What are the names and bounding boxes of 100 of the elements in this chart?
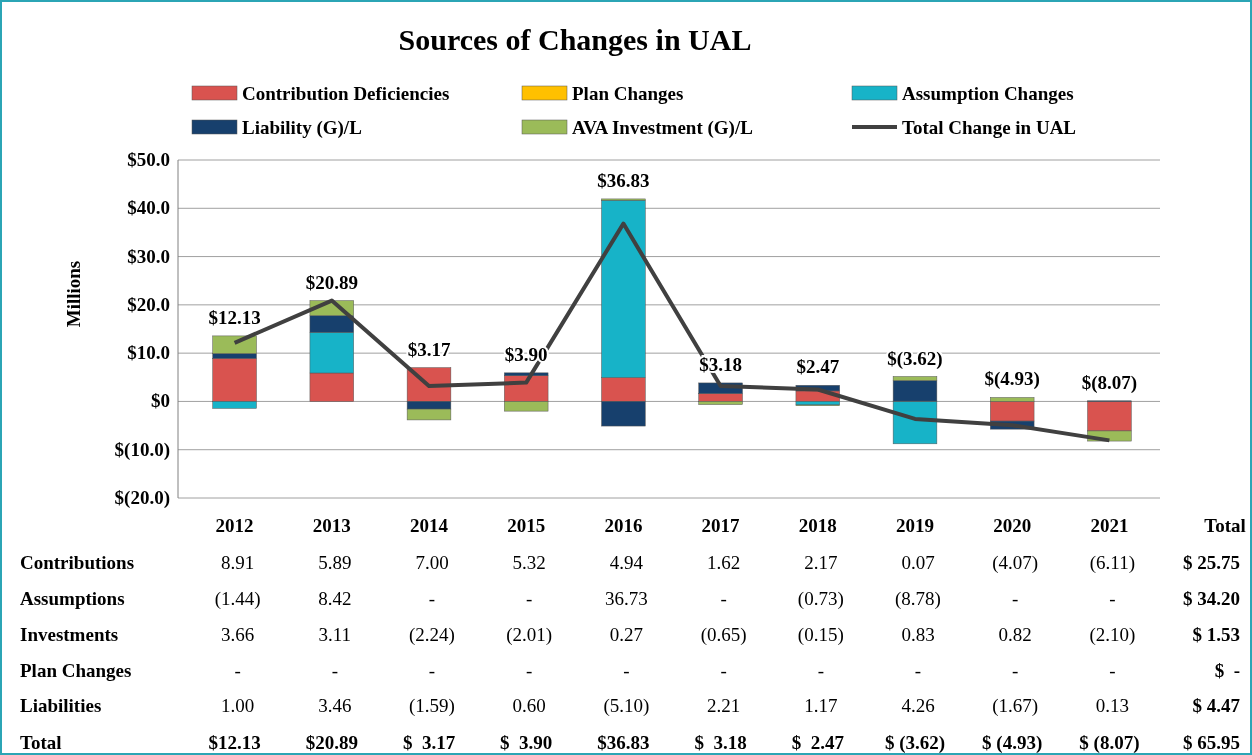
x-tick-label: 2017 xyxy=(701,515,741,536)
data-label: $(3.62) xyxy=(887,347,943,370)
text: $ (8.07) xyxy=(1079,732,1140,754)
text: $ 3.90 xyxy=(500,732,553,753)
text: 0.27 xyxy=(609,624,644,645)
y-tick-label: $10.0 xyxy=(127,342,170,364)
text: Contributions xyxy=(20,552,135,573)
text: (2.01) xyxy=(506,624,553,646)
text: 8.42 xyxy=(318,588,352,609)
text: $12.13 xyxy=(208,732,261,753)
text: Total xyxy=(1204,515,1246,536)
y-tick-label: $0 xyxy=(151,390,170,412)
text: (0.73) xyxy=(797,588,844,610)
text: 1.00 xyxy=(220,695,255,716)
text: 4.26 xyxy=(901,695,935,716)
text: (8.78) xyxy=(895,588,941,610)
legend-label: AVA Investment (G)/L xyxy=(572,117,753,139)
text: $ 25.75 xyxy=(1183,552,1240,573)
text: - xyxy=(428,588,436,609)
text: Plan Changes xyxy=(20,660,132,681)
text: $ 65.95 xyxy=(1183,732,1240,753)
text: 5.32 xyxy=(512,552,546,573)
text: 8.91 xyxy=(220,552,255,573)
text: Assumptions xyxy=(20,588,125,609)
text: (1.44) xyxy=(214,588,261,610)
text: Total xyxy=(20,732,62,753)
text: - xyxy=(1012,660,1019,681)
text: $ 3.18 xyxy=(694,732,747,753)
text: 36.73 xyxy=(605,588,648,609)
text: (4.07) xyxy=(992,552,1039,574)
text: Liabilities xyxy=(20,695,102,716)
text: - xyxy=(428,660,436,681)
text: 1.17 xyxy=(804,695,838,716)
text: $ 4.47 xyxy=(1192,695,1241,716)
x-tick-label: 2018 xyxy=(798,515,837,536)
text: 7.00 xyxy=(415,552,449,573)
text: 0.60 xyxy=(512,695,546,716)
data-label: $20.89 xyxy=(305,271,358,293)
text: Investments xyxy=(20,624,119,645)
chart-title: Sources of Changes in UAL xyxy=(398,23,752,56)
x-tick-label: 2019 xyxy=(896,515,934,536)
text: $ 3.17 xyxy=(402,732,456,753)
text: (1.67) xyxy=(992,695,1039,717)
data-label: $2.47 xyxy=(796,356,840,378)
text: (2.10) xyxy=(1089,624,1136,646)
text: 5.89 xyxy=(318,552,352,573)
text: 2.17 xyxy=(804,552,838,573)
y-tick-label: $(20.0) xyxy=(114,487,170,509)
text: 0.07 xyxy=(901,552,935,573)
text: 1.62 xyxy=(706,552,741,573)
text: - xyxy=(914,660,922,681)
text: $ (3.62) xyxy=(884,732,946,754)
text: - xyxy=(1109,588,1116,609)
text: $36.83 xyxy=(597,732,650,753)
legend-label: Liability (G)/L xyxy=(242,117,362,139)
text: 0.82 xyxy=(998,624,1032,645)
text: $20.89 xyxy=(305,732,358,753)
data-label: $(8.07) xyxy=(1081,371,1138,394)
text: 3.66 xyxy=(220,624,255,645)
x-tick-label: 2014 xyxy=(410,515,449,536)
text: - xyxy=(720,660,727,681)
text: $ 2.47 xyxy=(791,732,845,753)
x-tick-label: 2020 xyxy=(993,515,1032,536)
y-tick-label: $(10.0) xyxy=(114,438,170,461)
text: 2.21 xyxy=(706,695,741,716)
text: - xyxy=(1012,588,1019,609)
x-tick-label: 2015 xyxy=(507,515,546,536)
legend-label: Total Change in UAL xyxy=(902,117,1077,138)
text: 0.83 xyxy=(901,624,935,645)
text: 0.13 xyxy=(1095,695,1130,716)
y-axis-title: Millions xyxy=(63,260,84,328)
text: (2.24) xyxy=(409,624,455,646)
y-tick-label: $20.0 xyxy=(127,293,170,315)
text: 3.11 xyxy=(318,624,352,645)
y-tick-label: $40.0 xyxy=(127,197,170,219)
data-label: $3.17 xyxy=(407,338,451,360)
text: $ - xyxy=(1214,660,1240,681)
text: (1.59) xyxy=(409,695,455,717)
text: - xyxy=(234,660,241,681)
text: (5.10) xyxy=(603,695,650,717)
text: 3.46 xyxy=(318,695,352,716)
x-tick-label: 2012 xyxy=(215,515,254,536)
x-tick-label: 2021 xyxy=(1090,515,1129,536)
text: (0.15) xyxy=(797,624,844,646)
y-tick-label: $30.0 xyxy=(127,245,170,267)
legend-label: Assumption Changes xyxy=(902,83,1074,104)
text: - xyxy=(720,588,727,609)
text: 4.94 xyxy=(609,552,644,573)
text: (6.11) xyxy=(1089,552,1135,574)
x-tick-label: 2013 xyxy=(312,515,351,536)
y-tick-label: $50.0 xyxy=(127,149,170,170)
text: $ 34.20 xyxy=(1183,588,1240,609)
text: - xyxy=(623,660,630,681)
text: - xyxy=(331,660,338,681)
x-tick-label: 2016 xyxy=(604,515,643,536)
text: (0.65) xyxy=(700,624,747,646)
legend-label: Contribution Deficiencies xyxy=(242,83,450,104)
data-label: $36.83 xyxy=(597,169,650,191)
text: $ (4.93) xyxy=(982,732,1043,754)
text: - xyxy=(526,660,533,681)
